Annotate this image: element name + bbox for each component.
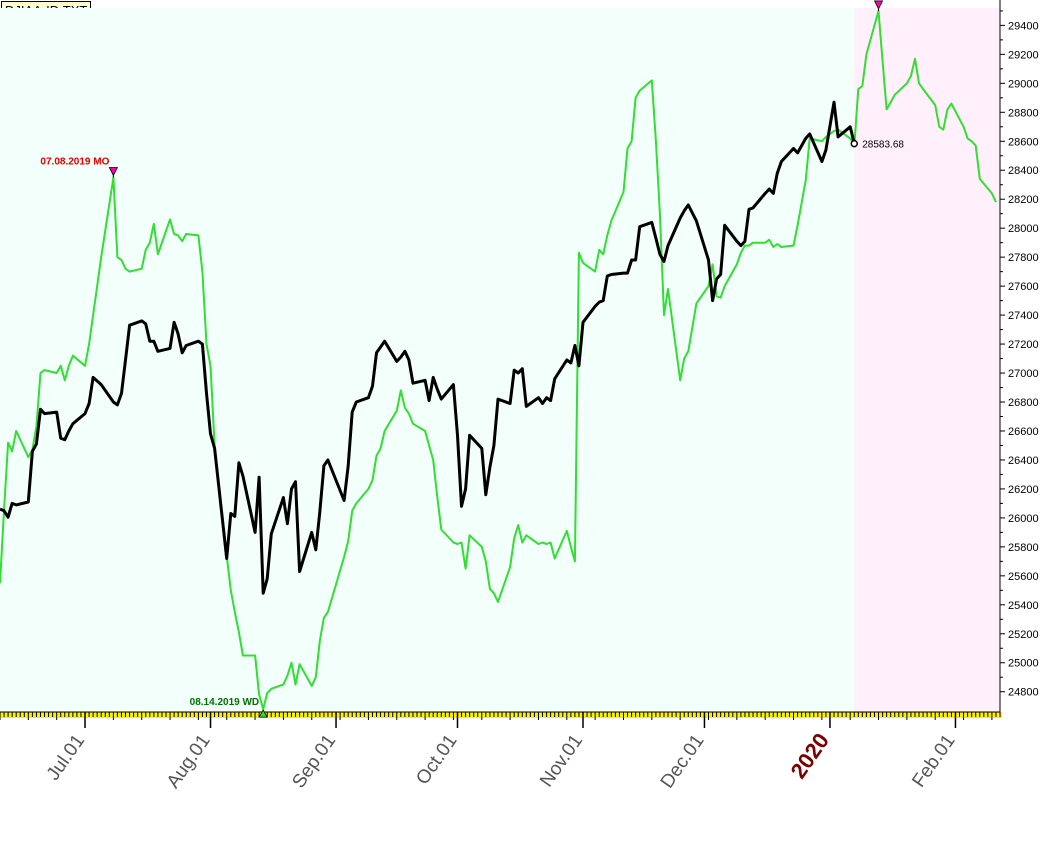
black-series-line [0,100,856,595]
y-tick-label: 25600 [1008,571,1039,583]
down-arrow-marker [873,0,884,10]
y-tick-label: 28600 [1008,136,1039,148]
annotation-label: 01.13.2020 MO [806,0,875,1]
y-tick-label: 29200 [1008,49,1039,61]
series-layer: 28583.68 [0,9,997,711]
x-tick-label: Aug.01 [163,731,215,792]
y-tick-label: 26000 [1008,513,1039,525]
down-arrow-marker [108,167,119,177]
forecast-background [854,8,1000,712]
x-tick-label: Dec.01 [657,731,709,792]
y-tick-label: 26600 [1008,426,1039,438]
y-axis: 24800 25000 25200 25400 25600 25800 26000 26200… [999,0,1039,712]
y-tick-label: 26800 [1008,397,1039,409]
last-value-dot [850,139,859,148]
y-tick-label: 27800 [1008,252,1039,264]
x-tick-label: Nov.01 [536,731,587,791]
y-tick-label: 27200 [1008,339,1039,351]
x-tick-label: Sep.01 [288,731,340,792]
x-axis: Jul.01 Aug.01 Sep.01 Oct.01 Nov.01 Dec.01 2020… [0,711,1002,792]
y-tick-label: 29000 [1008,78,1039,90]
x-tick-label: 2020 [785,729,834,783]
x-tick-label: Jul.01 [43,731,89,785]
up-arrow-marker [258,709,268,718]
y-tick-label: 28400 [1008,165,1039,177]
y-tick-label: 28800 [1008,107,1039,119]
y-tick-label: 26200 [1008,484,1039,496]
y-tick-label: 25200 [1008,629,1039,641]
y-tick-label: 25800 [1008,542,1039,554]
annotation-layer: 07.08.2019 MO 08.14.2019 WD 01.13.2020 MO [40,0,884,718]
y-tick-label: 28200 [1008,194,1039,206]
x-axis-band [0,712,1002,718]
annotation-label: 07.08.2019 MO [40,156,109,167]
y-tick-label: 27400 [1008,310,1039,322]
last-value-label: 28583.68 [862,140,904,151]
x-tick-label: Feb.01 [908,731,959,792]
y-tick-label: 29400 [1008,20,1039,32]
y-tick-label: 27600 [1008,281,1039,293]
y-tick-label: 26400 [1008,455,1039,467]
plot-background [0,8,855,712]
x-tick-label: Oct.01 [412,731,461,789]
y-tick-label: 28000 [1008,223,1039,235]
y-tick-label: 27000 [1008,368,1039,380]
annotation-label: 08.14.2019 WD [190,697,260,708]
y-tick-label: 25000 [1008,658,1039,670]
y-tick-label: 24800 [1008,687,1039,699]
y-tick-label: 25400 [1008,600,1039,612]
